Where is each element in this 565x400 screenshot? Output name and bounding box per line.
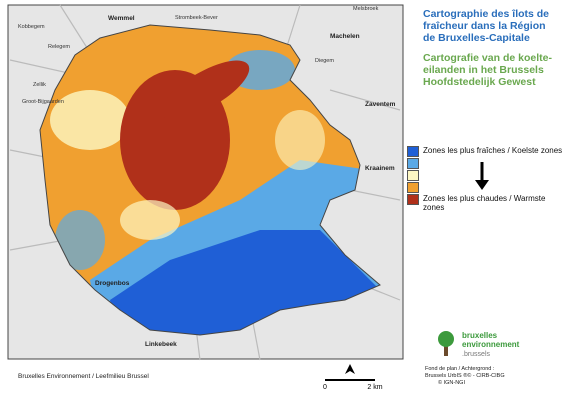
credit: Fond de plan / Achtergrond :: [425, 366, 495, 372]
legend-swatch: [407, 146, 419, 157]
region-border: [39, 24, 381, 336]
place-label: Drogenbos: [95, 280, 130, 287]
scale-bar: 0 2 km: [323, 364, 383, 391]
place-label: Groot-Bijgaarden: [22, 99, 64, 105]
title-fr: Cartographie des îlots de fraîcheur dans…: [423, 8, 550, 44]
legend-label: Zones les plus chaudes / Warmste zones: [423, 194, 546, 212]
legend-swatch: [407, 158, 419, 169]
place-label: Wemmel: [108, 15, 135, 22]
logo-text: bruxelles: [462, 331, 498, 340]
credit: Brussels UrbIS ®© - CIRB-CIBG: [425, 373, 505, 379]
credit: © IGN-NGI: [438, 380, 465, 386]
map: Wemmel Strombeek-Bever Melsbroek Kobbege…: [7, 4, 404, 361]
legend-swatch: [407, 182, 419, 193]
place-label: Diegem: [315, 58, 334, 64]
place-label: Relegem: [48, 44, 70, 50]
place-label: Linkebeek: [145, 341, 177, 348]
place-label: Kraainem: [365, 165, 395, 172]
title-nl: Cartografie van de koelte-eilanden in he…: [423, 52, 552, 88]
arrow: [475, 162, 489, 190]
legend-swatch: [407, 194, 419, 205]
place-label: Strombeek-Bever: [175, 15, 218, 21]
place-label: Machelen: [330, 33, 360, 40]
logo: bruxelles environnement .brussels: [438, 331, 520, 358]
source: Bruxelles Environnement / Leefmilieu Bru…: [18, 373, 149, 380]
logo-text: environnement: [462, 340, 520, 349]
scale-label: 0: [323, 384, 327, 391]
logo-text: .brussels: [462, 351, 491, 358]
place-label: Zellik: [33, 82, 46, 88]
legend-swatch: [407, 170, 419, 181]
place-label: Zaventem: [365, 101, 396, 108]
place-label: Melsbroek: [353, 6, 379, 12]
legend-label: Zones les plus fraîches / Koelste zones: [423, 146, 563, 155]
place-label: Kobbegem: [18, 24, 45, 30]
scale-label: 2 km: [367, 384, 382, 391]
